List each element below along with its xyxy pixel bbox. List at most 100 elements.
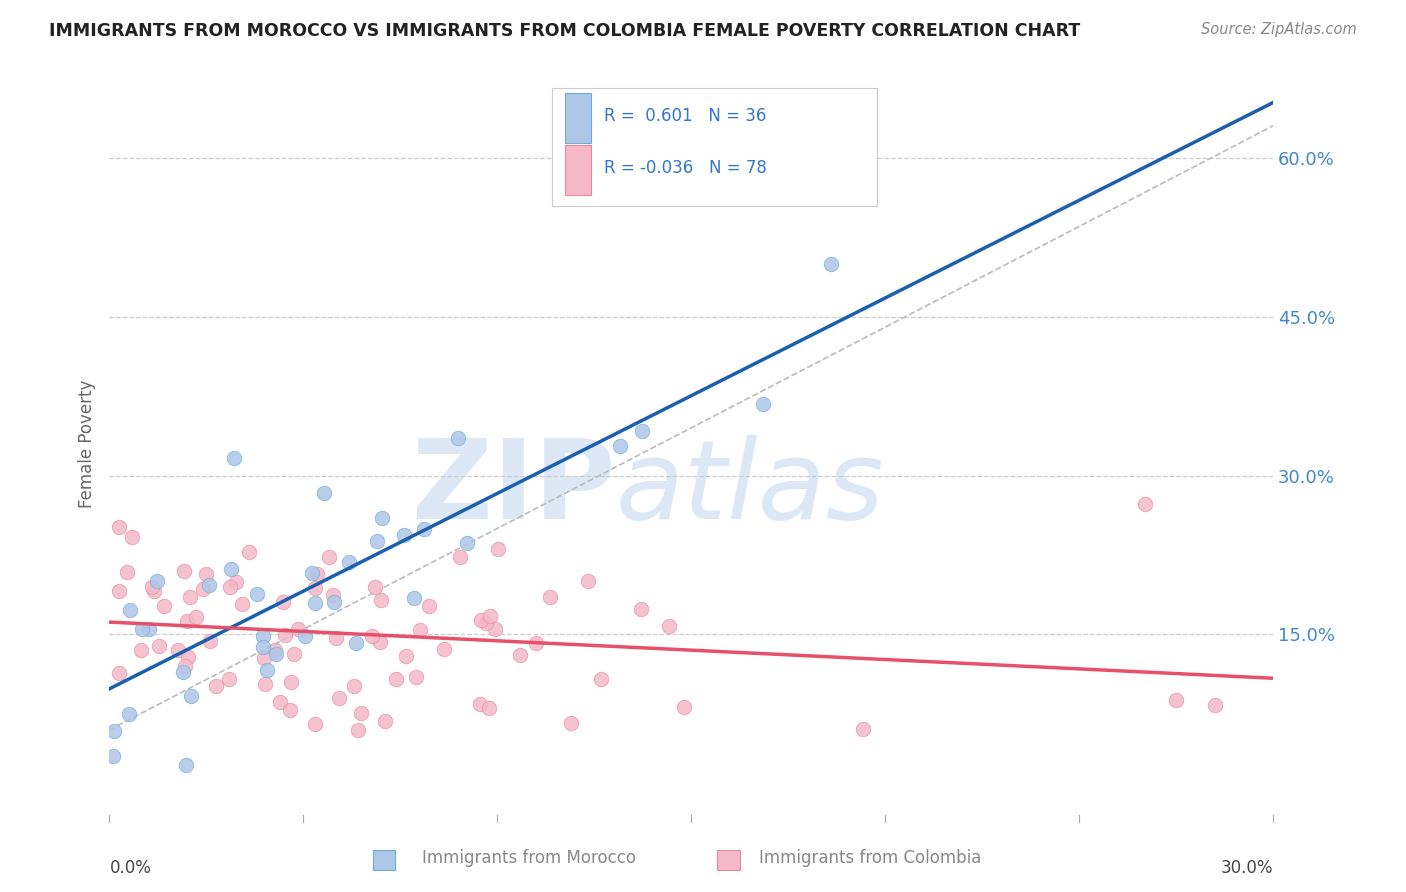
Point xyxy=(218,580,240,594)
Point xyxy=(118,707,141,722)
Point xyxy=(108,584,131,599)
Point xyxy=(478,609,501,624)
Point xyxy=(449,549,471,564)
Point xyxy=(121,530,143,544)
Point xyxy=(274,628,297,642)
Point xyxy=(252,640,274,655)
Point xyxy=(392,527,415,541)
Text: R = -0.036   N = 78: R = -0.036 N = 78 xyxy=(603,159,766,177)
Point xyxy=(470,613,492,627)
Point xyxy=(524,635,547,649)
Point xyxy=(280,675,302,690)
Text: Source: ZipAtlas.com: Source: ZipAtlas.com xyxy=(1201,22,1357,37)
Point xyxy=(1133,497,1156,511)
Point xyxy=(141,580,163,594)
Point xyxy=(752,397,775,411)
Point xyxy=(576,574,599,588)
Point xyxy=(486,542,509,557)
Point xyxy=(631,424,654,438)
Point xyxy=(219,561,242,575)
Point xyxy=(509,648,531,662)
Point xyxy=(252,629,274,643)
Point xyxy=(484,622,506,636)
Point xyxy=(195,567,218,582)
Point xyxy=(108,520,131,534)
Point xyxy=(198,578,221,592)
Point xyxy=(287,622,309,636)
Point xyxy=(115,565,138,579)
Point xyxy=(294,629,316,643)
Point xyxy=(145,574,167,588)
Point xyxy=(301,566,323,580)
Point xyxy=(173,564,195,578)
Point xyxy=(370,593,392,607)
FancyBboxPatch shape xyxy=(551,87,877,206)
Point xyxy=(474,616,496,631)
Text: 30.0%: 30.0% xyxy=(1220,859,1272,877)
Point xyxy=(176,614,198,628)
Point xyxy=(405,670,427,684)
Point xyxy=(337,555,360,569)
Point xyxy=(193,582,215,597)
Point xyxy=(363,580,385,594)
Point xyxy=(371,511,394,525)
Point xyxy=(173,658,195,673)
Point xyxy=(198,634,221,648)
Point xyxy=(322,588,344,602)
Point xyxy=(456,535,478,549)
Text: 0.0%: 0.0% xyxy=(110,859,152,877)
Point xyxy=(374,714,396,728)
Point xyxy=(347,723,370,737)
Point xyxy=(107,665,129,680)
Point xyxy=(478,700,501,714)
Point xyxy=(180,689,202,703)
Point xyxy=(142,584,165,599)
Point xyxy=(222,450,245,465)
Text: R =  0.601   N = 36: R = 0.601 N = 36 xyxy=(603,107,766,125)
Text: IMMIGRANTS FROM MOROCCO VS IMMIGRANTS FROM COLOMBIA FEMALE POVERTY CORRELATION C: IMMIGRANTS FROM MOROCCO VS IMMIGRANTS FR… xyxy=(49,22,1080,40)
Point xyxy=(152,599,174,613)
Point xyxy=(218,672,240,686)
Point xyxy=(179,590,201,604)
Point xyxy=(470,697,492,711)
Point xyxy=(246,587,269,601)
Point xyxy=(271,595,294,609)
Point xyxy=(238,544,260,558)
Point xyxy=(343,679,366,693)
Point xyxy=(254,676,277,690)
Point xyxy=(385,672,408,686)
Point xyxy=(404,591,426,606)
Point xyxy=(538,590,561,604)
Point xyxy=(269,695,291,709)
Point xyxy=(366,534,388,549)
Point xyxy=(304,596,326,610)
Point xyxy=(304,717,326,731)
Point xyxy=(186,609,208,624)
Point xyxy=(609,439,631,453)
Y-axis label: Female Poverty: Female Poverty xyxy=(79,380,96,508)
Point xyxy=(318,549,340,564)
Point xyxy=(264,647,287,661)
Point xyxy=(131,622,153,636)
Point xyxy=(322,595,344,609)
Point xyxy=(447,431,470,445)
Point xyxy=(560,716,582,731)
Point xyxy=(1204,698,1226,713)
Point xyxy=(138,622,160,636)
Point xyxy=(413,522,436,536)
Point xyxy=(350,706,373,720)
Point xyxy=(118,603,141,617)
Point xyxy=(231,598,253,612)
Point xyxy=(167,643,190,657)
Point xyxy=(418,599,440,613)
Point xyxy=(256,663,278,677)
Point xyxy=(283,648,305,662)
Point xyxy=(263,642,285,657)
Point xyxy=(360,629,382,643)
Text: Immigrants from Colombia: Immigrants from Colombia xyxy=(759,849,981,867)
Point xyxy=(673,700,696,714)
Point xyxy=(103,748,125,763)
Point xyxy=(409,623,432,637)
Point xyxy=(852,722,875,736)
Point xyxy=(658,619,681,633)
